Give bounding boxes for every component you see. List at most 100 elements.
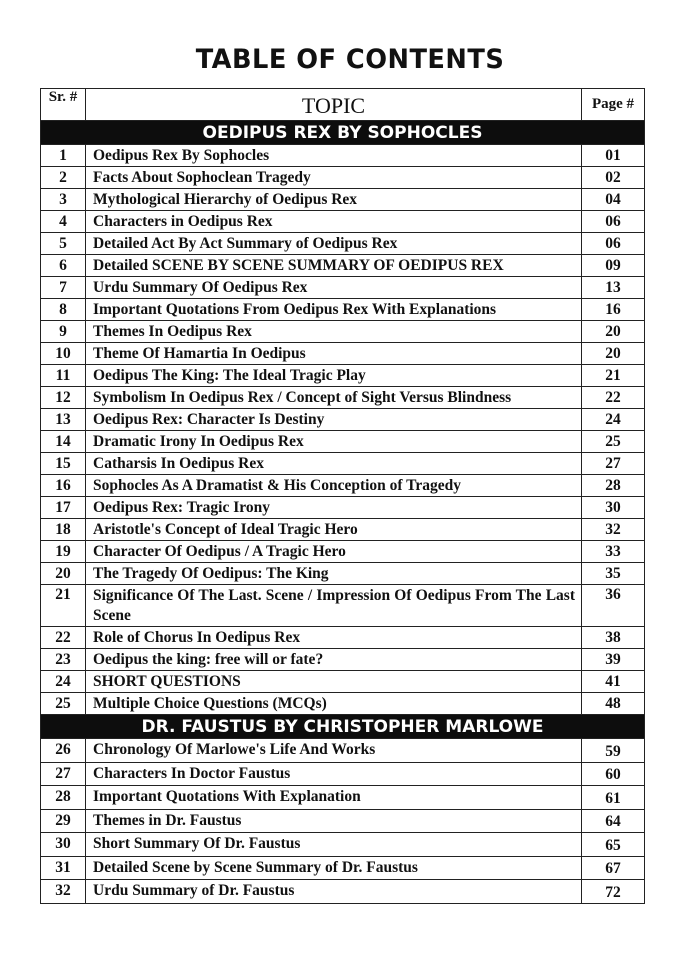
table-row: 27 Characters In Doctor Faustus 60	[40, 761, 645, 786]
section-faustus: DR. FAUSTUS BY CHRISTOPHER MARLOWE 26 Chro…	[40, 714, 645, 904]
topic-title: Important Quotations From Oedipus Rex Wi…	[85, 298, 582, 321]
page-number: 09	[581, 254, 645, 277]
serial-number: 26	[40, 738, 86, 763]
table-row: 5 Detailed Act By Act Summary of Oedipus …	[40, 232, 645, 255]
table-row: 32 Urdu Summary of Dr. Faustus 72	[40, 879, 645, 904]
page-title: TABLE OF CONTENTS	[195, 44, 505, 75]
serial-number: 15	[40, 452, 86, 475]
topic-title: Themes in Dr. Faustus	[85, 808, 582, 833]
table-row: 21 Significance Of The Last. Scene / Impr…	[40, 584, 645, 627]
serial-number: 28	[40, 785, 86, 810]
topic-title: Important Quotations With Explanation	[85, 785, 582, 810]
serial-number: 18	[40, 518, 86, 541]
table-row: 26 Chronology Of Marlowe's Life And Works…	[40, 738, 645, 763]
serial-number: 20	[40, 562, 86, 585]
page-number: 33	[581, 540, 645, 563]
serial-number: 29	[40, 808, 86, 833]
serial-number: 14	[40, 430, 86, 453]
page-number: 06	[581, 232, 645, 255]
topic-title: Role of Chorus In Oedipus Rex	[85, 626, 582, 649]
topic-title: Oedipus the king: free will or fate?	[85, 648, 582, 671]
table-row: 1 Oedipus Rex By Sophocles 01	[40, 144, 645, 167]
page-number: 21	[581, 364, 645, 387]
page-number: 60	[581, 761, 645, 786]
serial-number: 16	[40, 474, 86, 497]
page-number: 20	[581, 342, 645, 365]
page-number: 24	[581, 408, 645, 431]
table-row: 6 Detailed SCENE BY SCENE SUMMARY OF OEDI…	[40, 254, 645, 277]
topic-title: Detailed Act By Act Summary of Oedipus R…	[85, 232, 582, 255]
table-row: 19 Character Of Oedipus / A Tragic Hero 33	[40, 540, 645, 563]
table-row: 18 Aristotle's Concept of Ideal Tragic He…	[40, 518, 645, 541]
topic-title: Symbolism In Oedipus Rex / Concept of Si…	[85, 386, 582, 409]
topic-title: Oedipus Rex: Character Is Destiny	[85, 408, 582, 431]
table-row: 15 Catharsis In Oedipus Rex 27	[40, 452, 645, 475]
table-row: 16 Sophocles As A Dramatist & His Concept…	[40, 474, 645, 497]
page-number: 39	[581, 648, 645, 671]
table-row: 29 Themes in Dr. Faustus 64	[40, 808, 645, 833]
serial-number: 3	[40, 188, 86, 211]
serial-number: 9	[40, 320, 86, 343]
table-row: 28 Important Quotations With Explanation 6…	[40, 785, 645, 810]
topic-title: Facts About Sophoclean Tragedy	[85, 166, 582, 189]
serial-number: 5	[40, 232, 86, 255]
topic-title: Sophocles As A Dramatist & His Conceptio…	[85, 474, 582, 497]
section-heading: OEDIPUS REX BY SOPHOCLES	[40, 120, 645, 145]
page-number: 32	[581, 518, 645, 541]
serial-number: 11	[40, 364, 86, 387]
section-heading: DR. FAUSTUS BY CHRISTOPHER MARLOWE	[40, 714, 645, 739]
table-row: 23 Oedipus the king: free will or fate? 39	[40, 648, 645, 671]
header-sr: Sr. #	[40, 88, 86, 121]
topic-title: Character Of Oedipus / A Tragic Hero	[85, 540, 582, 563]
page-number: 35	[581, 562, 645, 585]
topic-title: Mythological Hierarchy of Oedipus Rex	[85, 188, 582, 211]
topic-title: Themes In Oedipus Rex	[85, 320, 582, 343]
page-number: 01	[581, 144, 645, 167]
table-row: 31 Detailed Scene by Scene Summary of Dr.…	[40, 855, 645, 880]
table-row: 17 Oedipus Rex: Tragic Irony 30	[40, 496, 645, 519]
page-number: 30	[581, 496, 645, 519]
section-oedipus: OEDIPUS REX BY SOPHOCLES 1 Oedipus Rex By …	[40, 120, 645, 715]
serial-number: 7	[40, 276, 86, 299]
table-row: 30 Short Summary Of Dr. Faustus 65	[40, 832, 645, 857]
topic-title: The Tragedy Of Oedipus: The King	[85, 562, 582, 585]
topic-title: Oedipus Rex: Tragic Irony	[85, 496, 582, 519]
topic-title: Oedipus Rex By Sophocles	[85, 144, 582, 167]
section-heading-row: DR. FAUSTUS BY CHRISTOPHER MARLOWE	[40, 714, 645, 739]
serial-number: 4	[40, 210, 86, 233]
section-heading-row: OEDIPUS REX BY SOPHOCLES	[40, 120, 645, 145]
table-row: 7 Urdu Summary Of Oedipus Rex 13	[40, 276, 645, 299]
header-topic: TOPIC	[85, 88, 582, 121]
topic-title: Characters in Oedipus Rex	[85, 210, 582, 233]
table-row: 10 Theme Of Hamartia In Oedipus 20	[40, 342, 645, 365]
topic-title: SHORT QUESTIONS	[85, 670, 582, 693]
serial-number: 31	[40, 855, 86, 880]
serial-number: 25	[40, 692, 86, 715]
topic-title: Detailed SCENE BY SCENE SUMMARY OF OEDIP…	[85, 254, 582, 277]
topic-title: Short Summary Of Dr. Faustus	[85, 832, 582, 857]
table-row: 12 Symbolism In Oedipus Rex / Concept of …	[40, 386, 645, 409]
table-row: 20 The Tragedy Of Oedipus: The King 35	[40, 562, 645, 585]
topic-title: Significance Of The Last. Scene / Impres…	[85, 584, 582, 627]
table-row: 3 Mythological Hierarchy of Oedipus Rex 04	[40, 188, 645, 211]
topic-title: Urdu Summary of Dr. Faustus	[85, 879, 582, 904]
page-number: 67	[581, 855, 645, 880]
serial-number: 1	[40, 144, 86, 167]
table-row: 13 Oedipus Rex: Character Is Destiny 24	[40, 408, 645, 431]
serial-number: 8	[40, 298, 86, 321]
page-number: 38	[581, 626, 645, 649]
topic-title: Dramatic Irony In Oedipus Rex	[85, 430, 582, 453]
page-number: 59	[581, 738, 645, 763]
topic-title: Chronology Of Marlowe's Life And Works	[85, 738, 582, 763]
topic-title: Aristotle's Concept of Ideal Tragic Hero	[85, 518, 582, 541]
topic-title: Multiple Choice Questions (MCQs)	[85, 692, 582, 715]
page-number: 04	[581, 188, 645, 211]
serial-number: 17	[40, 496, 86, 519]
serial-number: 22	[40, 626, 86, 649]
serial-number: 21	[40, 584, 86, 627]
serial-number: 23	[40, 648, 86, 671]
page-number: 02	[581, 166, 645, 189]
table-row: 25 Multiple Choice Questions (MCQs) 48	[40, 692, 645, 715]
serial-number: 2	[40, 166, 86, 189]
topic-title: Urdu Summary Of Oedipus Rex	[85, 276, 582, 299]
